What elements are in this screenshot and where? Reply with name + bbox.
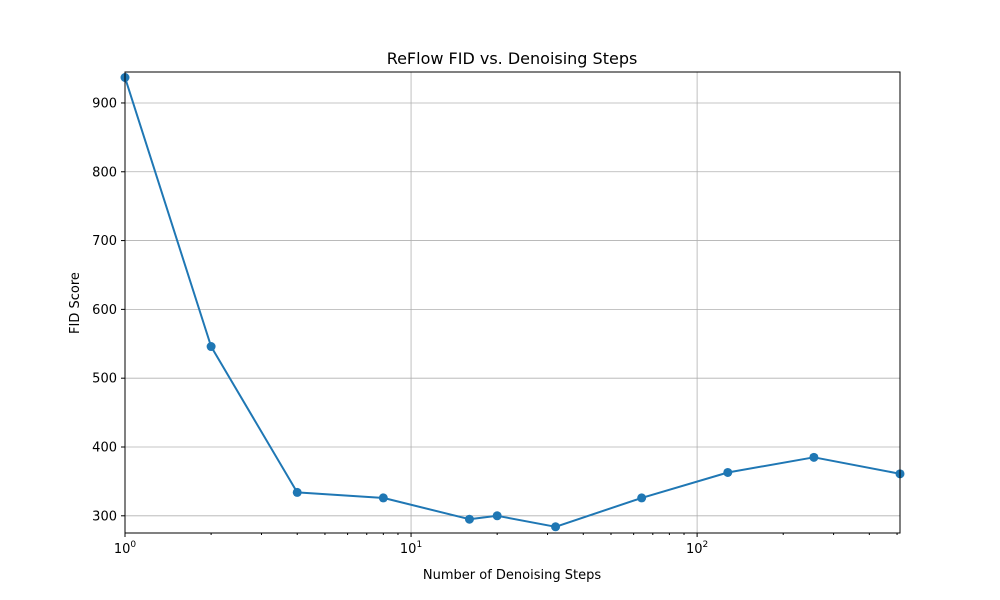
y-tick-label: 900 — [92, 96, 117, 111]
data-point — [809, 452, 819, 462]
x-tick-label: 102 — [686, 540, 708, 557]
y-axis-label: FID Score — [68, 272, 83, 334]
data-point — [206, 342, 216, 352]
data-point — [492, 511, 502, 521]
y-tick-label: 300 — [92, 509, 117, 524]
data-point — [723, 467, 733, 477]
data-point — [551, 522, 561, 532]
x-tick-base: 10 — [114, 542, 131, 557]
plot-frame — [124, 71, 901, 534]
x-tick-exponent: 2 — [703, 540, 709, 550]
chart-title: ReFlow FID vs. Denoising Steps — [387, 49, 638, 68]
x-tick-label: 100 — [114, 540, 137, 557]
data-point — [637, 493, 647, 503]
grid — [124, 72, 900, 533]
y-tick-label: 500 — [92, 372, 117, 387]
x-axis-label: Number of Denoising Steps — [423, 568, 601, 583]
x-tick-exponent: 0 — [130, 540, 136, 550]
series-line — [124, 77, 901, 528]
y-tick-label: 800 — [92, 165, 117, 180]
x-tick-base: 10 — [400, 542, 417, 557]
x-tick-label: 101 — [400, 540, 422, 557]
series-layer — [120, 73, 905, 532]
x-tick-exponent: 1 — [416, 540, 422, 550]
x-tick-base: 10 — [686, 542, 703, 557]
y-tick-label: 700 — [92, 234, 117, 249]
data-point — [292, 487, 302, 497]
y-tick-label: 600 — [92, 303, 117, 318]
y-tick-label: 400 — [92, 440, 117, 455]
data-point — [378, 493, 388, 503]
data-point — [464, 514, 474, 524]
